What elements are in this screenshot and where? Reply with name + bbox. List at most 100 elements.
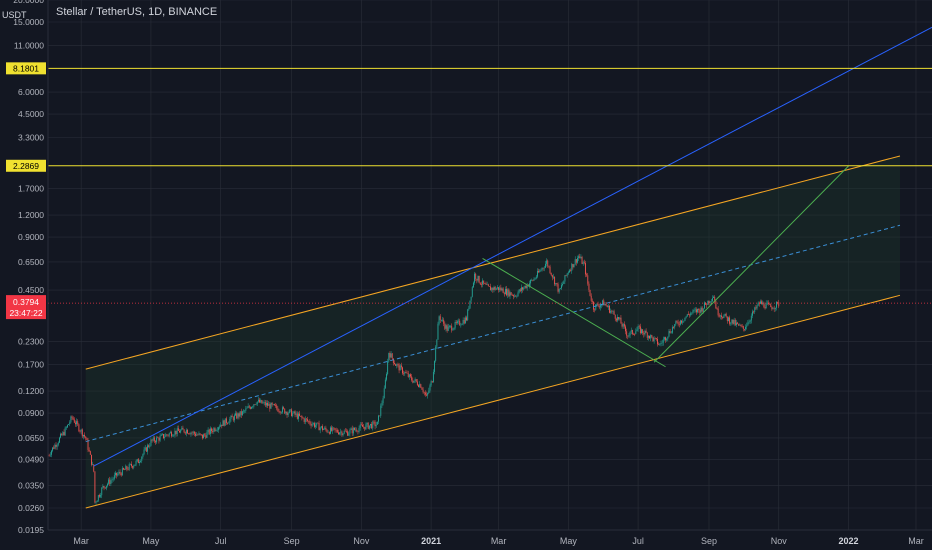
candle-body (287, 412, 289, 416)
candle-body (567, 272, 569, 274)
candle-body (206, 432, 208, 438)
candle-body (303, 418, 305, 422)
candle-body (633, 334, 634, 335)
candle-body (420, 384, 422, 388)
channel-overlay (85, 156, 900, 508)
candle-body (586, 274, 588, 276)
x-tick-label: May (142, 536, 160, 546)
chart-title: Stellar / TetherUS, 1D, BINANCE (56, 6, 218, 18)
candle-body (291, 409, 293, 417)
candle-body (269, 404, 271, 409)
candle-body (232, 417, 234, 421)
candle-body (634, 334, 636, 335)
candle-body (452, 329, 454, 331)
candle-body (622, 324, 624, 327)
candle-body (749, 320, 751, 322)
candle-body (180, 430, 182, 433)
candle-body (83, 434, 84, 437)
x-tick-label: Jul (215, 536, 227, 546)
candle-body (423, 392, 425, 393)
x-tick-label: May (560, 536, 578, 546)
candle-body (359, 424, 361, 429)
candle-body (149, 445, 151, 447)
candle-body (77, 421, 79, 425)
candle-body (500, 287, 502, 291)
descending-trendline (482, 258, 666, 368)
candle-body (551, 275, 553, 278)
candle-body (734, 319, 736, 325)
channel-fill (85, 156, 900, 508)
candle-body (726, 316, 728, 321)
candle-body (301, 415, 303, 418)
candle-body (510, 292, 512, 296)
candle-body (466, 317, 468, 321)
candle-body (302, 417, 304, 419)
candle-body (257, 399, 259, 402)
candle-body (268, 404, 270, 406)
candle-body (166, 434, 168, 436)
candle-body (774, 307, 776, 309)
candle-body (95, 502, 97, 503)
candle-body (618, 316, 620, 320)
candle-body (159, 435, 161, 441)
candle-body (454, 322, 456, 328)
candle-body (708, 300, 710, 303)
candle-body (764, 307, 766, 309)
candle-body (406, 372, 408, 374)
candle-body (681, 320, 683, 323)
candle-body (739, 324, 741, 326)
candle-body (475, 273, 477, 279)
candle-body (575, 259, 577, 263)
candle-body (464, 317, 466, 324)
channel-midline (85, 224, 901, 443)
candle-body (50, 450, 52, 455)
candle-body (677, 322, 679, 325)
candle-body (665, 337, 666, 341)
candle-body (689, 314, 691, 316)
y-tick-label: 0.0900 (18, 408, 44, 418)
x-tick-label: Sep (284, 536, 300, 546)
candle-body (189, 433, 191, 435)
candle-body (219, 426, 220, 428)
candle-body (493, 286, 495, 290)
candle-body (338, 432, 339, 435)
candle-body (243, 410, 245, 412)
candle-body (200, 434, 202, 435)
candle-body (297, 413, 299, 419)
candle-body (284, 408, 286, 414)
candle-body (444, 323, 446, 329)
candle-body (81, 429, 83, 437)
current-price-tag (6, 295, 46, 320)
candle-body (370, 423, 371, 426)
candle-body (626, 331, 628, 336)
x-tick-label: Jul (632, 536, 644, 546)
candle-body (116, 472, 118, 476)
y-tick-label: 1.2000 (18, 210, 44, 220)
candle-body (578, 256, 580, 259)
candle-body (654, 337, 656, 339)
candle-body (606, 305, 608, 308)
candle-body (717, 308, 719, 316)
candle-body (716, 308, 718, 309)
candle-body (520, 287, 522, 291)
candle-body (539, 270, 541, 273)
candle-body (379, 415, 381, 417)
candle-body (366, 422, 368, 425)
candle-body (49, 454, 51, 456)
candle-body (153, 437, 155, 442)
candle-body (215, 430, 217, 431)
candle-body (508, 289, 510, 297)
candle-body (629, 331, 631, 336)
candle-body (230, 415, 232, 419)
y-tick-label: 0.1700 (18, 359, 44, 369)
candle-body (386, 374, 387, 380)
candle-body (574, 259, 576, 265)
candle-body (374, 421, 376, 427)
candle-body (387, 361, 389, 375)
candle-body (460, 324, 462, 326)
candle-body (413, 380, 415, 383)
candle-body (380, 405, 382, 416)
candle-body (675, 321, 677, 325)
candle-body (132, 466, 134, 468)
